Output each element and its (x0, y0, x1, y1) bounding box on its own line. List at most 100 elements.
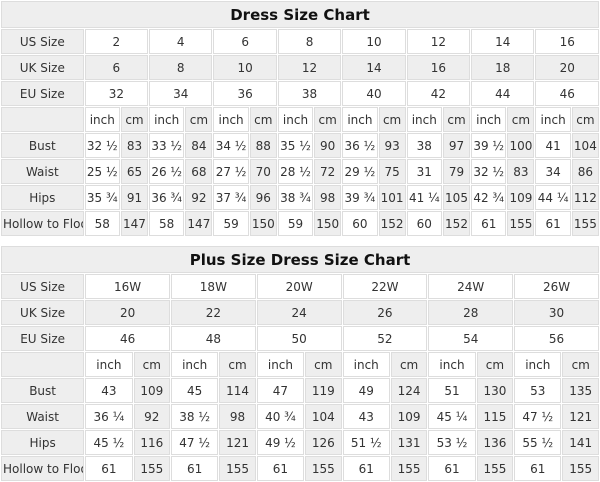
measure-cm-cell: 98 (314, 185, 342, 210)
row-label: Hips (1, 430, 85, 455)
measure-row: Waist 25 ½ 65 26 ½ 68 27 ½ 70 28 ½ 72 29 ½ 75 31 79 3… (1, 159, 599, 184)
measure-cm-cell: 150 (314, 211, 342, 236)
measure-inch-cell: 61 (535, 211, 571, 236)
unit-cm-cell: cm (562, 352, 599, 377)
measure-cm-cell: 109 (507, 185, 535, 210)
measure-inch-cell: 53 (514, 378, 562, 403)
measure-inch-cell: 58 (84, 211, 120, 236)
measure-cm-cell: 101 (378, 185, 406, 210)
size-value-cell: 56 (514, 326, 599, 351)
measure-cm-cell: 155 (305, 456, 342, 481)
measure-cm-cell: 97 (442, 133, 471, 158)
measure-cm-cell: 84 (185, 133, 213, 158)
measure-inch-cell: 58 (149, 211, 185, 236)
measure-inch-cell: 26 ½ (149, 159, 185, 184)
row-label: US Size (1, 274, 85, 299)
size-row: UK Size 20 22 24 26 28 30 (1, 300, 599, 325)
size-value-cell: 36 (213, 81, 277, 106)
measure-cm-cell: 91 (120, 185, 149, 210)
size-value-cell: 48 (170, 326, 256, 351)
measure-inch-cell: 44 ¼ (535, 185, 571, 210)
size-row: EU Size 46 48 50 52 54 56 (1, 326, 599, 351)
measure-inch-cell: 31 (406, 159, 442, 184)
size-value-cell: 16W (85, 274, 170, 299)
measure-inch-cell: 55 ½ (514, 430, 562, 455)
plus-size-dress-size-chart-table: Plus Size Dress Size Chart US Size 16W 18W 2… (0, 245, 600, 482)
size-value-cell: 8 (277, 29, 342, 54)
size-value-cell: 30 (514, 300, 599, 325)
unit-inch-cell: inch (428, 352, 476, 377)
measure-cm-cell: 98 (219, 404, 256, 429)
measure-row: Bust 43 109 45 114 47 119 49 124 51 130 53 135 (1, 378, 599, 403)
size-row: US Size 16W 18W 20W 22W 24W 26W (1, 274, 599, 299)
measure-cm-cell: 152 (378, 211, 406, 236)
size-value-cell: 28 (428, 300, 514, 325)
measure-cm-cell: 116 (133, 430, 170, 455)
measure-cm-cell: 135 (562, 378, 599, 403)
size-value-cell: 22W (342, 274, 428, 299)
measure-inch-cell: 61 (514, 456, 562, 481)
measure-inch-cell: 61 (170, 456, 219, 481)
measure-inch-cell: 61 (85, 456, 133, 481)
unit-cm-cell: cm (120, 107, 149, 132)
measure-inch-cell: 61 (342, 456, 390, 481)
unit-cm-cell: cm (378, 107, 406, 132)
unit-cm-cell: cm (185, 107, 213, 132)
measure-row: Hips 45 ½ 116 47 ½ 121 49 ½ 126 51 ½ 131 53 ½ 136 5… (1, 430, 599, 455)
size-value-cell: 6 (213, 29, 277, 54)
size-value-cell: 4 (149, 29, 213, 54)
unit-cm-cell: cm (314, 107, 342, 132)
measure-cm-cell: 121 (219, 430, 256, 455)
size-value-cell: 44 (471, 81, 535, 106)
measure-cm-cell: 114 (219, 378, 256, 403)
measure-inch-cell: 36 ½ (342, 133, 378, 158)
measure-cm-cell: 115 (476, 404, 514, 429)
row-label: Hollow to Floor (1, 456, 85, 481)
measure-cm-cell: 119 (305, 378, 342, 403)
measure-cm-cell: 72 (314, 159, 342, 184)
size-value-cell: 24W (428, 274, 514, 299)
measure-inch-cell: 49 (342, 378, 390, 403)
measure-row: Waist 36 ¼ 92 38 ½ 98 40 ¾ 104 43 109 45 ¼ 115 47 ½… (1, 404, 599, 429)
measure-cm-cell: 124 (390, 378, 428, 403)
size-value-cell: 34 (149, 81, 213, 106)
measure-cm-cell: 70 (249, 159, 277, 184)
size-value-cell: 52 (342, 326, 428, 351)
measure-inch-cell: 59 (213, 211, 249, 236)
row-label: EU Size (1, 81, 84, 106)
measure-inch-cell: 47 ½ (170, 430, 219, 455)
size-value-cell: 26W (514, 274, 599, 299)
measure-row: Hollow to Floor 61 155 61 155 61 155 61 155 61 155… (1, 456, 599, 481)
unit-cm-cell: cm (476, 352, 514, 377)
measure-cm-cell: 136 (476, 430, 514, 455)
measure-cm-cell: 121 (562, 404, 599, 429)
row-label: Waist (1, 404, 85, 429)
measure-cm-cell: 152 (442, 211, 471, 236)
size-value-cell: 12 (277, 55, 342, 80)
size-row: US Size 2 4 6 8 10 12 14 16 (1, 29, 599, 54)
unit-inch-cell: inch (213, 107, 249, 132)
measure-cm-cell: 79 (442, 159, 471, 184)
measure-cm-cell: 155 (133, 456, 170, 481)
row-label: UK Size (1, 300, 85, 325)
measure-inch-cell: 41 ¼ (406, 185, 442, 210)
measure-inch-cell: 25 ½ (84, 159, 120, 184)
size-row: EU Size 32 34 36 38 40 42 44 46 (1, 81, 599, 106)
measure-cm-cell: 155 (571, 211, 599, 236)
measure-cm-cell: 92 (133, 404, 170, 429)
size-value-cell: 20 (85, 300, 170, 325)
measure-cm-cell: 109 (390, 404, 428, 429)
unit-inch-cell: inch (277, 107, 314, 132)
measure-cm-cell: 100 (507, 133, 535, 158)
size-value-cell: 12 (406, 29, 471, 54)
measure-inch-cell: 35 ¾ (84, 185, 120, 210)
measure-cm-cell: 130 (476, 378, 514, 403)
measure-inch-cell: 61 (428, 456, 476, 481)
measure-inch-cell: 32 ½ (84, 133, 120, 158)
measure-cm-cell: 93 (378, 133, 406, 158)
unit-cm-cell: cm (442, 107, 471, 132)
measure-inch-cell: 34 ½ (213, 133, 249, 158)
size-value-cell: 14 (342, 55, 406, 80)
size-value-cell: 54 (428, 326, 514, 351)
unit-cm-cell: cm (507, 107, 535, 132)
